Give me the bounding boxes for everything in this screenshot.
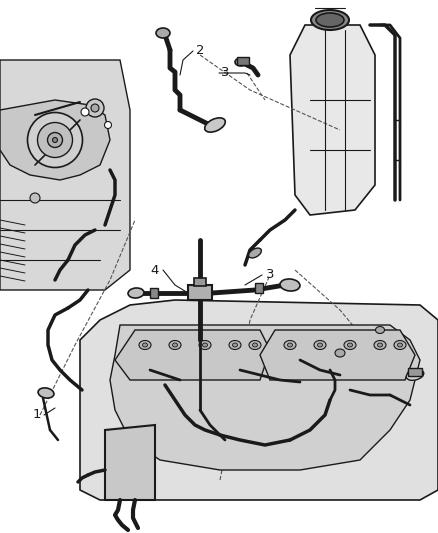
Ellipse shape — [280, 279, 300, 291]
Ellipse shape — [318, 343, 322, 347]
Ellipse shape — [375, 327, 385, 334]
Bar — [237, 57, 249, 65]
Ellipse shape — [378, 343, 382, 347]
Polygon shape — [115, 330, 270, 380]
Ellipse shape — [139, 341, 151, 350]
Text: 2: 2 — [196, 44, 204, 56]
Ellipse shape — [335, 349, 345, 357]
Ellipse shape — [53, 138, 57, 142]
Ellipse shape — [398, 343, 403, 347]
Ellipse shape — [314, 341, 326, 350]
Bar — [408, 368, 422, 376]
Ellipse shape — [38, 388, 54, 398]
Ellipse shape — [233, 343, 237, 347]
Ellipse shape — [81, 108, 89, 116]
Polygon shape — [110, 325, 420, 470]
Ellipse shape — [105, 122, 112, 128]
Polygon shape — [0, 60, 130, 290]
Polygon shape — [290, 25, 375, 215]
Ellipse shape — [91, 104, 99, 112]
Polygon shape — [105, 425, 155, 500]
Text: 1: 1 — [33, 408, 41, 422]
Ellipse shape — [202, 343, 208, 347]
Text: 3: 3 — [266, 269, 274, 281]
Text: 4: 4 — [151, 263, 159, 277]
Bar — [255, 283, 263, 293]
Ellipse shape — [249, 248, 261, 258]
Ellipse shape — [394, 341, 406, 350]
Bar — [188, 285, 212, 300]
Ellipse shape — [47, 133, 63, 148]
Ellipse shape — [316, 13, 344, 27]
Ellipse shape — [173, 343, 177, 347]
Ellipse shape — [410, 371, 420, 379]
Ellipse shape — [128, 288, 144, 298]
Ellipse shape — [311, 10, 349, 30]
Text: 3: 3 — [221, 66, 229, 78]
Ellipse shape — [142, 343, 148, 347]
Ellipse shape — [287, 343, 293, 347]
Ellipse shape — [86, 99, 104, 117]
Ellipse shape — [229, 341, 241, 350]
Polygon shape — [80, 300, 438, 500]
Ellipse shape — [28, 112, 82, 167]
Ellipse shape — [169, 341, 181, 350]
Ellipse shape — [252, 343, 258, 347]
Ellipse shape — [284, 341, 296, 350]
Ellipse shape — [156, 28, 170, 38]
Ellipse shape — [344, 341, 356, 350]
Bar — [194, 278, 206, 286]
Ellipse shape — [347, 343, 353, 347]
Ellipse shape — [38, 123, 73, 157]
Ellipse shape — [374, 341, 386, 350]
Ellipse shape — [205, 118, 225, 132]
Bar — [150, 288, 158, 298]
Ellipse shape — [30, 193, 40, 203]
Ellipse shape — [235, 58, 247, 66]
Ellipse shape — [406, 370, 424, 381]
Polygon shape — [0, 100, 110, 180]
Ellipse shape — [249, 341, 261, 350]
Ellipse shape — [199, 341, 211, 350]
Polygon shape — [260, 330, 415, 380]
